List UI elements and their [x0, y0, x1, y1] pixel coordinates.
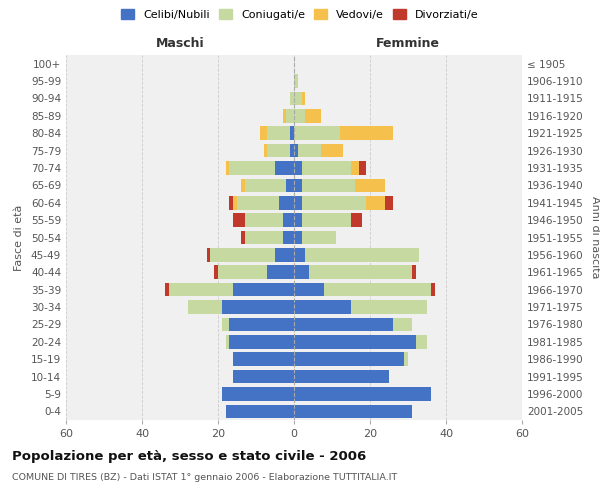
Bar: [279, 196, 294, 209]
Bar: [268, 266, 294, 279]
Bar: [290, 126, 294, 140]
Bar: [222, 387, 294, 400]
Bar: [268, 126, 290, 140]
Bar: [351, 214, 362, 227]
Bar: [294, 126, 340, 140]
Bar: [260, 126, 268, 140]
Bar: [351, 300, 427, 314]
Bar: [226, 404, 294, 418]
Bar: [294, 178, 302, 192]
Bar: [222, 318, 229, 331]
Bar: [294, 283, 325, 296]
Bar: [355, 178, 385, 192]
Bar: [169, 283, 233, 296]
Bar: [233, 352, 294, 366]
Bar: [305, 248, 419, 262]
Bar: [302, 214, 351, 227]
Bar: [226, 161, 229, 175]
Bar: [211, 248, 275, 262]
Bar: [294, 161, 302, 175]
Bar: [245, 178, 286, 192]
Bar: [268, 144, 290, 158]
Bar: [286, 109, 294, 122]
Bar: [294, 370, 389, 384]
Bar: [325, 283, 431, 296]
Bar: [294, 196, 302, 209]
Bar: [245, 230, 283, 244]
Bar: [294, 387, 431, 400]
Bar: [298, 144, 320, 158]
Bar: [275, 161, 294, 175]
Bar: [294, 214, 302, 227]
Bar: [294, 352, 404, 366]
Bar: [233, 283, 294, 296]
Bar: [290, 144, 294, 158]
Legend: Celibi/Nubili, Coniugati/e, Vedovi/e, Divorziati/e: Celibi/Nubili, Coniugati/e, Vedovi/e, Di…: [118, 6, 482, 23]
Bar: [294, 144, 298, 158]
Bar: [294, 248, 305, 262]
Bar: [320, 144, 343, 158]
Bar: [290, 92, 294, 105]
Bar: [283, 230, 294, 244]
Bar: [302, 92, 305, 105]
Bar: [366, 196, 385, 209]
Bar: [241, 178, 245, 192]
Bar: [214, 266, 218, 279]
Text: COMUNE DI TIRES (BZ) - Dati ISTAT 1° gennaio 2006 - Elaborazione TUTTITALIA.IT: COMUNE DI TIRES (BZ) - Dati ISTAT 1° gen…: [12, 472, 397, 482]
Text: Maschi: Maschi: [155, 37, 205, 50]
Bar: [233, 370, 294, 384]
Bar: [431, 283, 434, 296]
Bar: [294, 266, 309, 279]
Bar: [359, 161, 366, 175]
Bar: [286, 178, 294, 192]
Bar: [241, 230, 245, 244]
Bar: [294, 318, 393, 331]
Bar: [245, 214, 283, 227]
Bar: [283, 109, 286, 122]
Bar: [237, 196, 279, 209]
Bar: [233, 196, 237, 209]
Bar: [218, 266, 268, 279]
Bar: [412, 266, 416, 279]
Bar: [416, 335, 427, 348]
Bar: [206, 248, 211, 262]
Bar: [233, 214, 245, 227]
Bar: [385, 196, 393, 209]
Text: Femmine: Femmine: [376, 37, 440, 50]
Bar: [283, 214, 294, 227]
Bar: [188, 300, 222, 314]
Bar: [229, 335, 294, 348]
Bar: [222, 300, 294, 314]
Bar: [294, 335, 416, 348]
Bar: [294, 74, 298, 88]
Bar: [305, 109, 320, 122]
Y-axis label: Anni di nascita: Anni di nascita: [590, 196, 600, 279]
Bar: [294, 92, 302, 105]
Bar: [302, 178, 355, 192]
Bar: [229, 196, 233, 209]
Bar: [165, 283, 169, 296]
Bar: [263, 144, 268, 158]
Bar: [302, 196, 366, 209]
Bar: [393, 318, 412, 331]
Bar: [309, 266, 412, 279]
Bar: [302, 230, 336, 244]
Bar: [294, 230, 302, 244]
Text: Popolazione per età, sesso e stato civile - 2006: Popolazione per età, sesso e stato civil…: [12, 450, 366, 463]
Bar: [302, 161, 351, 175]
Bar: [229, 318, 294, 331]
Bar: [226, 335, 229, 348]
Bar: [294, 109, 305, 122]
Bar: [294, 404, 412, 418]
Y-axis label: Fasce di età: Fasce di età: [14, 204, 24, 270]
Bar: [404, 352, 408, 366]
Bar: [229, 161, 275, 175]
Bar: [351, 161, 359, 175]
Bar: [340, 126, 393, 140]
Bar: [275, 248, 294, 262]
Bar: [294, 300, 351, 314]
